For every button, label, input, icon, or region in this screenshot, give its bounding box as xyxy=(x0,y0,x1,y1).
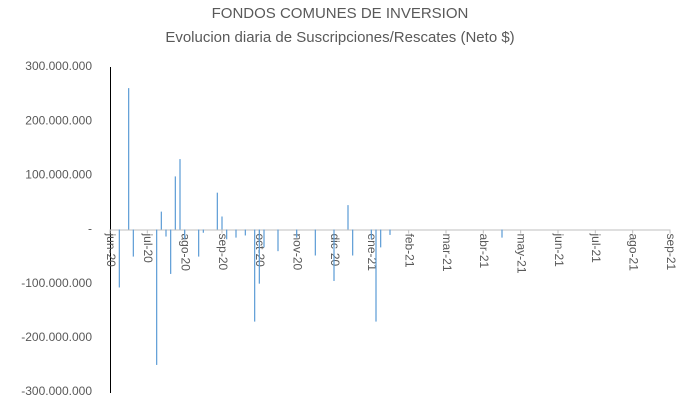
bar xyxy=(198,229,200,257)
bar xyxy=(179,159,181,230)
y-tick-label: 100.000.000 xyxy=(25,168,92,182)
bar xyxy=(347,205,349,230)
x-tick-label: mar-21 xyxy=(440,234,454,272)
bar xyxy=(254,229,256,322)
bar xyxy=(216,192,218,230)
x-tick-label: dic-20 xyxy=(328,234,342,267)
bar xyxy=(380,229,382,248)
bar xyxy=(375,229,377,322)
y-tick-label: 200.000.000 xyxy=(25,113,92,127)
bar xyxy=(389,229,391,235)
bar xyxy=(156,229,158,365)
x-tick-label: ene-21 xyxy=(365,234,379,272)
bar xyxy=(160,211,162,230)
x-tick-label: ago-20 xyxy=(178,234,192,272)
bar xyxy=(118,229,120,288)
x-tick-label: sep-20 xyxy=(216,234,230,271)
y-tick-label: -100.000.000 xyxy=(21,276,92,290)
x-tick-label: feb-21 xyxy=(402,234,416,268)
bar xyxy=(170,229,172,274)
bar xyxy=(184,229,186,240)
y-tick-label: - xyxy=(88,222,92,236)
bar xyxy=(244,229,246,236)
x-tick-label: jul-20 xyxy=(141,233,155,264)
chart-title: FONDOS COMUNES DE INVERSION xyxy=(212,5,469,22)
bar xyxy=(352,229,354,256)
bar xyxy=(235,229,237,238)
y-tick-label: 300.000.000 xyxy=(25,59,92,73)
bar xyxy=(202,229,204,233)
bar xyxy=(277,229,279,252)
x-tick-label: nov-20 xyxy=(290,234,304,271)
bar xyxy=(501,229,503,238)
bar xyxy=(333,229,335,281)
x-tick-label: jun-21 xyxy=(552,233,566,268)
x-tick-label: jun-20 xyxy=(104,233,118,268)
y-tick-label: -300.000.000 xyxy=(21,384,92,398)
chart-subtitle: Evolucion diaria de Suscripciones/Rescat… xyxy=(165,29,514,46)
bar xyxy=(263,229,265,248)
bar xyxy=(226,229,228,240)
bar xyxy=(296,229,298,238)
bar xyxy=(258,229,260,284)
x-tick-label: sep-21 xyxy=(664,234,678,271)
y-tick-label: -200.000.000 xyxy=(21,330,92,344)
x-tick-label: abr-21 xyxy=(477,234,491,269)
x-tick-label: ago-21 xyxy=(626,234,640,272)
bar xyxy=(132,229,134,257)
bar xyxy=(221,216,223,230)
bar xyxy=(128,88,130,230)
bar xyxy=(174,176,176,230)
x-tick-label: may-21 xyxy=(514,234,528,274)
x-tick-label: jul-21 xyxy=(589,233,603,264)
bar xyxy=(165,229,167,237)
bar xyxy=(370,229,372,240)
bar xyxy=(314,229,316,256)
